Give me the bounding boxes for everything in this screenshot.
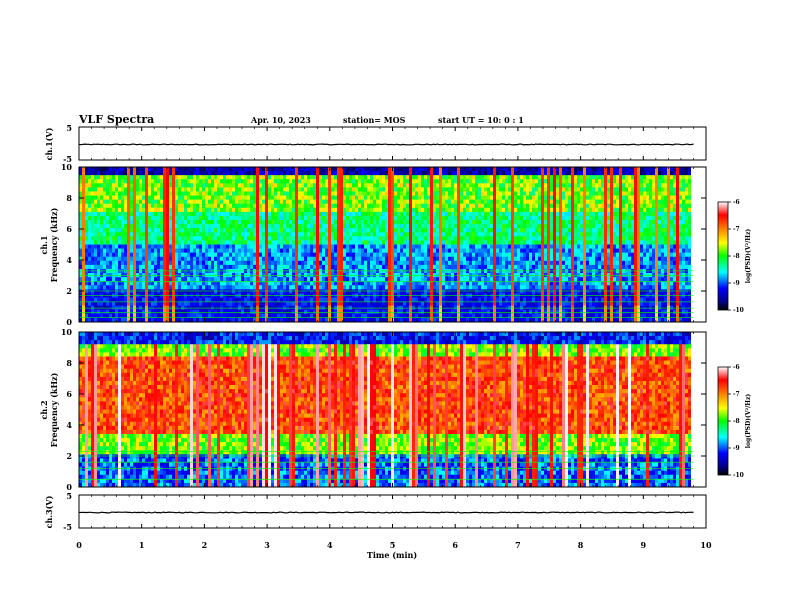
figure-title: VLF Spectra (78, 113, 154, 126)
spec-ytick-label: 2 (66, 451, 72, 461)
colorbar-tick-label: -10 (733, 472, 744, 479)
time-tick-label: 8 (578, 540, 584, 550)
start-time-label: start UT = 10: 0 : 1 (438, 115, 524, 125)
colorbar-tick-label: -7 (733, 391, 740, 398)
ch3-voltage-trace (78, 511, 694, 514)
spec-ytick-label: 0 (66, 482, 72, 492)
time-tick-label: 5 (390, 540, 396, 550)
ch1-voltage-panel: 5 -5 ch.1(V) (44, 123, 707, 164)
time-tick-label: 4 (327, 540, 333, 550)
time-tick-label: 7 (515, 540, 521, 550)
spec-ytick-label: 10 (61, 162, 73, 172)
colorbar-tick-label: -7 (733, 226, 740, 233)
colorbar-tick-label: -8 (733, 418, 740, 425)
spec-ytick-label: 8 (66, 193, 72, 203)
ch2-spectrogram-image (79, 332, 694, 488)
ch1-colorbar: -6 -7 -8 -9 -10 log(PSD)(V²/Hz) (717, 199, 752, 314)
colorbar-tick-label: -9 (733, 280, 740, 287)
time-axis-label: Time (min) (367, 550, 417, 560)
colorbar-tick-label: -6 (733, 364, 740, 371)
ch1-voltage-ylabel: ch.1(V) (44, 127, 54, 160)
station-label: station= MOS (343, 115, 406, 125)
time-tick-label: 2 (202, 540, 208, 550)
colorbar-tick-label: -10 (733, 307, 744, 314)
ch2-spec-ylabel-frequency: Frequency (kHz) (49, 372, 59, 447)
spec-ytick-label: 8 (66, 358, 72, 368)
time-axis: 0 1 2 3 4 5 6 7 8 9 10 (76, 127, 712, 550)
ch2-spec-ylabel-channel: ch.2 (39, 400, 49, 419)
time-tick-label: 1 (139, 540, 145, 550)
colorbar-tick-label: -9 (733, 445, 740, 452)
time-tick-label: 10 (700, 540, 712, 550)
time-tick-label: 9 (641, 540, 647, 550)
spec-ytick-label: 2 (66, 286, 72, 296)
ch1-spectrogram-panel: 0 2 4 6 8 10 ch.1 Frequency (kHz) (39, 162, 707, 327)
date-label: Apr. 10, 2023 (250, 115, 311, 125)
spec-ytick-label: 6 (66, 224, 72, 234)
spec-ytick-label: 10 (61, 327, 73, 337)
time-tick-label: 6 (452, 540, 458, 550)
ch3-voltage-panel: 5 -5 ch.3(V) (44, 491, 707, 532)
ch1-colorbar-label: log(PSD)(V²/Hz) (745, 229, 752, 284)
ch3-voltage-ylabel: ch.3(V) (44, 495, 54, 528)
ch2-colorbar-label: log(PSD)(V²/Hz) (745, 394, 752, 449)
ch1-ytick-5: 5 (66, 123, 72, 133)
ch2-colorbar: -6 -7 -8 -9 -10 log(PSD)(V²/Hz) (717, 364, 752, 479)
colorbar-tick-label: -6 (733, 199, 740, 206)
spec-ytick-label: 4 (66, 420, 72, 430)
ch2-spectrogram-panel: 0 2 4 6 8 10 ch.2 Frequency (kHz) (39, 327, 707, 492)
time-tick-label: 3 (264, 540, 270, 550)
ch1-ytick-neg5: -5 (63, 154, 72, 164)
ch3-ytick-neg5: -5 (63, 522, 72, 532)
spec-ytick-label: 4 (66, 255, 72, 265)
spec-ytick-label: 6 (66, 389, 72, 399)
ch1-spec-ylabel-channel: ch.1 (39, 235, 49, 254)
ch1-spectrogram-image (79, 167, 694, 323)
spec-ytick-label: 0 (66, 317, 72, 327)
ch1-voltage-trace (78, 143, 694, 146)
ch3-ytick-5: 5 (66, 491, 72, 501)
colorbar-tick-label: -8 (733, 253, 740, 260)
time-tick-label: 0 (76, 540, 82, 550)
ch1-spec-ylabel-frequency: Frequency (kHz) (49, 207, 59, 282)
